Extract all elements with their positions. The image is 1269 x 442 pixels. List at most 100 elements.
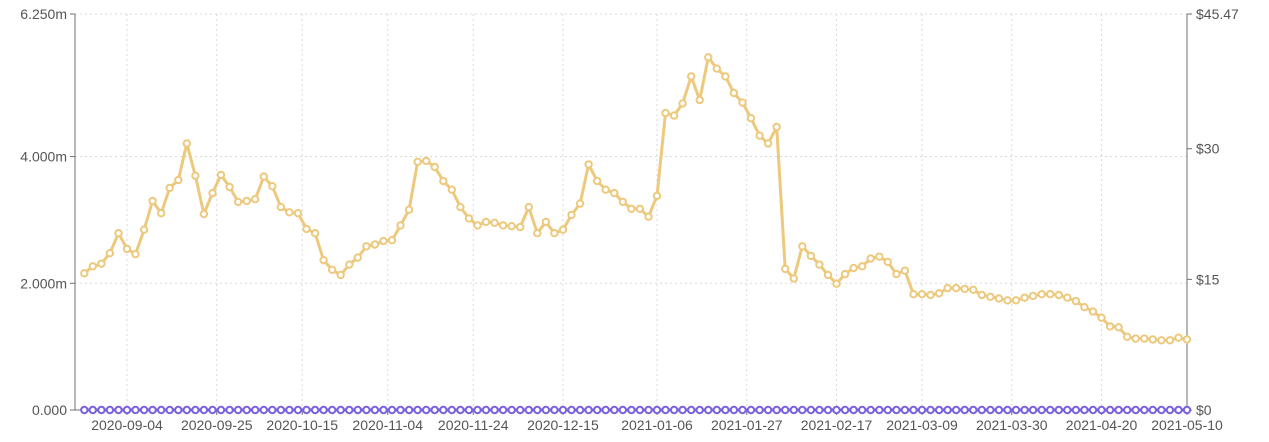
data-point [695, 405, 704, 415]
data-point [1097, 313, 1106, 322]
data-point [310, 229, 320, 238]
data-point [396, 405, 405, 415]
data-point [174, 405, 183, 415]
data-point [362, 405, 371, 415]
data-point [729, 405, 739, 415]
x-tick-label: 2021-03-30 [976, 417, 1048, 433]
data-point [729, 88, 739, 98]
data-point [1071, 405, 1081, 415]
data-point [866, 254, 875, 263]
data-point [233, 197, 243, 207]
data-point [1114, 323, 1123, 332]
data-point [80, 405, 89, 415]
data-point [986, 292, 995, 301]
data-point [1114, 405, 1123, 415]
data-point [875, 405, 884, 415]
y-right-tick-label: $30 [1196, 141, 1220, 157]
data-point [516, 222, 525, 232]
data-point [781, 405, 790, 415]
data-point [994, 405, 1004, 415]
data-point [422, 156, 431, 166]
data-point [755, 131, 764, 140]
data-point [815, 405, 824, 415]
data-point [763, 405, 773, 415]
data-point [524, 405, 533, 415]
data-point [182, 139, 192, 148]
data-point [1080, 303, 1089, 312]
data-point [934, 289, 944, 298]
data-point [1020, 405, 1029, 415]
data-point [652, 191, 662, 201]
data-point [430, 162, 439, 172]
data-point [473, 405, 482, 415]
data-point [105, 405, 115, 415]
data-point [593, 176, 602, 186]
data-point [960, 284, 969, 294]
data-point [601, 405, 610, 415]
data-point [567, 210, 576, 220]
y-left-tick-label: 4.000m [20, 149, 67, 165]
data-point [1003, 405, 1012, 415]
data-point [1028, 291, 1038, 301]
data-point [1063, 293, 1072, 302]
data-point [122, 244, 132, 254]
data-point [575, 405, 585, 415]
x-tick-label: 2020-11-04 [352, 417, 423, 433]
data-point [669, 111, 679, 120]
data-point [721, 405, 730, 415]
data-point [926, 290, 935, 300]
data-point [789, 274, 798, 283]
data-point [1088, 405, 1098, 415]
data-point [960, 405, 969, 415]
data-point [755, 405, 764, 415]
data-point [618, 405, 627, 415]
data-point [387, 236, 397, 245]
data-point [661, 405, 670, 415]
data-point [1123, 405, 1132, 415]
data-point [601, 185, 610, 194]
data-point [550, 405, 559, 415]
data-point [738, 405, 747, 415]
data-point [199, 209, 209, 219]
data-point [379, 236, 388, 246]
data-point [345, 260, 354, 269]
data-point [1037, 405, 1046, 415]
data-point [456, 202, 465, 212]
data-point [268, 405, 277, 415]
data-point [900, 266, 910, 275]
x-tick-label: 2021-04-20 [1066, 417, 1138, 433]
data-point [276, 405, 286, 415]
data-point [806, 405, 816, 415]
data-point [276, 202, 286, 212]
data-point [952, 283, 961, 293]
series-layer [80, 53, 1192, 415]
data-point [251, 195, 260, 204]
data-point [1097, 405, 1106, 415]
data-point [105, 249, 115, 258]
data-point [498, 221, 508, 230]
data-point [524, 202, 533, 212]
data-point [866, 405, 875, 415]
data-point [678, 405, 687, 415]
data-point [439, 405, 448, 415]
data-point [404, 205, 414, 214]
data-point [593, 405, 602, 415]
data-point [584, 405, 593, 415]
data-point [900, 405, 910, 415]
data-point [669, 405, 679, 415]
data-point [558, 405, 568, 415]
data-point [259, 405, 268, 415]
data-point [541, 405, 551, 415]
data-point [1140, 334, 1149, 343]
data-point [695, 95, 704, 105]
data-point [422, 405, 431, 415]
data-point [1028, 405, 1038, 415]
data-point [233, 405, 243, 415]
data-point [977, 405, 986, 415]
data-point [635, 405, 645, 415]
data-point [242, 405, 251, 415]
data-point [1063, 405, 1072, 415]
data-point [1123, 332, 1132, 341]
y-left-tick-label: 0.000 [32, 402, 67, 418]
data-point [507, 405, 516, 415]
